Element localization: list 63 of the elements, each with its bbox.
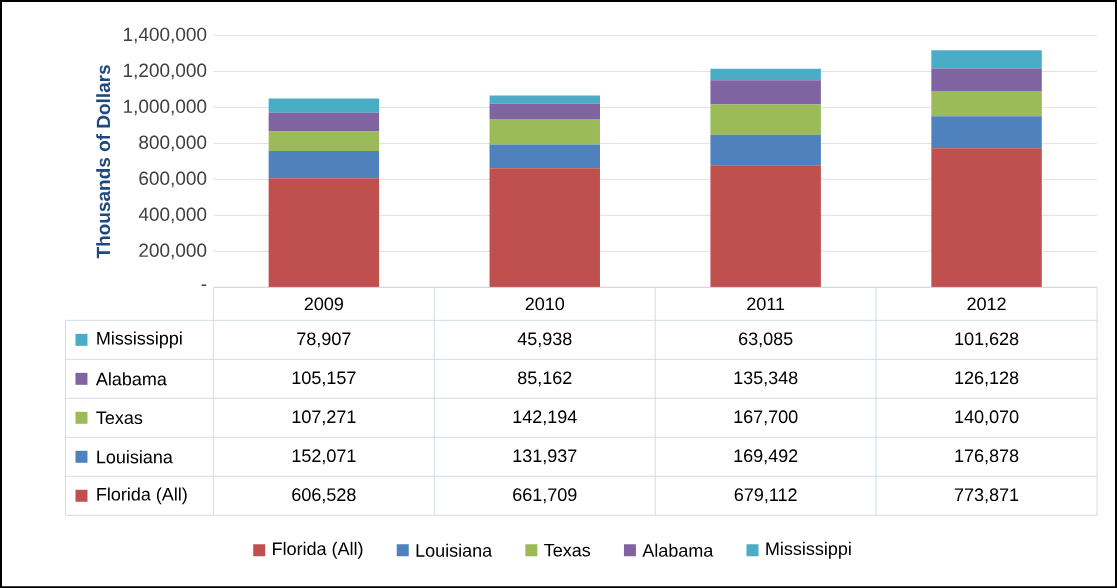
- bar: [710, 134, 821, 166]
- bar: [931, 90, 1042, 117]
- y-tick-label: 1,000,000: [123, 99, 207, 116]
- data-label: 661,709: [513, 488, 577, 504]
- text: Florida (All): [273, 541, 363, 559]
- text: Mississippi: [766, 541, 851, 559]
- data-label: 169,492: [734, 449, 798, 465]
- legend-label: Alabama: [95, 372, 167, 386]
- data-label: 142,194: [513, 410, 577, 426]
- bar: [489, 168, 600, 288]
- bar: [268, 178, 380, 288]
- y-tick-label: 400,000: [138, 207, 207, 224]
- bar: [931, 148, 1042, 288]
- bar: [489, 144, 600, 169]
- y-tick-label: 200,000: [139, 243, 207, 260]
- data-label: 131,937: [513, 449, 577, 465]
- x-tick-label: 2010: [525, 297, 565, 311]
- data-label: 606,528: [292, 488, 356, 504]
- legend-label: Florida (All): [97, 487, 187, 505]
- text: Texas: [544, 543, 591, 557]
- legend-label: Texas: [96, 411, 143, 424]
- bar: [931, 68, 1042, 91]
- data-label: 85,162: [518, 371, 572, 387]
- y-tick-label: -: [201, 284, 207, 286]
- bar: [268, 112, 380, 132]
- data-label: 101,628: [955, 332, 1019, 348]
- bar: [710, 104, 821, 135]
- data-label: 63,085: [739, 332, 793, 348]
- bar: [268, 150, 380, 179]
- data-label: 78,907: [297, 332, 351, 348]
- data-label: 105,157: [292, 371, 356, 387]
- legend-label: Louisiana: [97, 450, 173, 464]
- data-label: 152,071: [292, 449, 356, 465]
- y-tick-label: 600,000: [139, 171, 207, 188]
- data-label: 176,878: [955, 449, 1019, 465]
- bar: [268, 98, 380, 113]
- data-label: 107,271: [292, 410, 356, 426]
- x-tick-label: 2012: [967, 297, 1006, 311]
- bar: [931, 50, 1042, 69]
- y-tick-label: 1,400,000: [123, 27, 207, 44]
- data-label: 679,112: [734, 488, 797, 504]
- bar: [710, 165, 821, 288]
- y-tick-label: 800,000: [139, 135, 207, 152]
- bar: [268, 131, 380, 151]
- bar: [489, 95, 600, 104]
- legend-label: Mississippi: [97, 331, 182, 349]
- text: Alabama: [642, 543, 714, 557]
- bar: [710, 68, 821, 81]
- bar: [489, 118, 600, 145]
- y-tick-label: 1,200,000: [123, 63, 207, 80]
- x-tick-label: 2009: [304, 297, 344, 311]
- data-label: 140,070: [955, 410, 1019, 426]
- bar: [931, 116, 1042, 149]
- data-label: 135,348: [734, 371, 798, 387]
- bar: [489, 103, 600, 119]
- text: Louisiana: [416, 543, 493, 557]
- data-label: 773,871: [954, 488, 1019, 504]
- data-label: 167,700: [734, 410, 798, 426]
- x-tick-label: 2011: [747, 297, 785, 311]
- bar: [710, 80, 821, 105]
- y-axis-title: Thousands of Dollars: [96, 65, 111, 259]
- data-label: 126,128: [955, 371, 1019, 387]
- data-label: 45,938: [517, 332, 572, 348]
